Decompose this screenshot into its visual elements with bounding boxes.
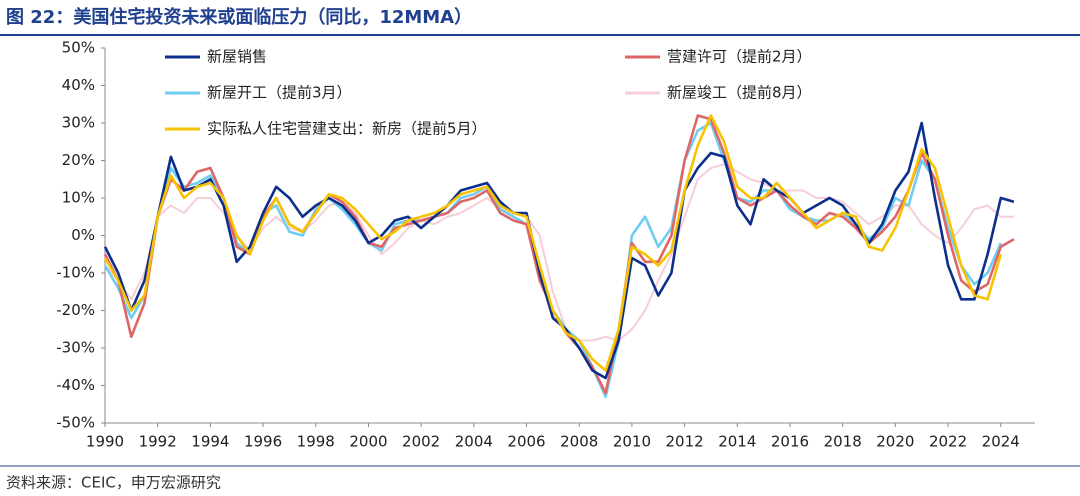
- x-tick-label: 1994: [191, 433, 229, 451]
- y-tick-label: 20%: [62, 151, 95, 169]
- y-tick-label: 10%: [62, 189, 95, 207]
- x-tick-label: 2008: [560, 433, 598, 451]
- y-tick-label: 40%: [62, 76, 95, 94]
- series-line: [103, 114, 1003, 372]
- legend-label: 新屋开工（提前3月）: [207, 84, 352, 102]
- y-tick-label: 50%: [62, 39, 95, 57]
- legend-label: 营建许可（提前2月）: [667, 48, 812, 66]
- x-tick-label: 1990: [86, 433, 124, 451]
- x-tick-label: 2024: [982, 433, 1020, 451]
- x-tick-label: 2010: [613, 433, 651, 451]
- x-tick-label: 1996: [244, 433, 282, 451]
- x-tick-label: 2018: [824, 433, 862, 451]
- y-tick-label: -40%: [56, 376, 95, 394]
- legend-label: 新屋竣工（提前8月）: [667, 84, 812, 102]
- y-tick-label: 30%: [62, 114, 95, 132]
- x-tick-label: 2004: [455, 433, 493, 451]
- x-tick-label: 1992: [139, 433, 177, 451]
- x-tick-label: 2012: [666, 433, 704, 451]
- chart-title: 图 22：美国住宅投资未来或面临压力（同比，12MMA）: [6, 6, 472, 28]
- x-tick-label: 2002: [402, 433, 440, 451]
- legend-label: 新屋销售: [207, 48, 267, 66]
- series-line: [104, 163, 1014, 342]
- y-tick-label: -10%: [56, 264, 95, 282]
- legend-label: 实际私人住宅营建支出：新房（提前5月）: [207, 120, 487, 138]
- x-tick-label: 2022: [929, 433, 967, 451]
- x-tick-label: 2000: [349, 433, 387, 451]
- y-tick-label: 0%: [71, 226, 95, 244]
- y-tick-label: -50%: [56, 414, 95, 432]
- x-tick-label: 1998: [297, 433, 335, 451]
- y-tick-label: -30%: [56, 339, 95, 357]
- source-note: 资料来源：CEIC，申万宏源研究: [6, 474, 221, 492]
- y-tick-label: -20%: [56, 301, 95, 319]
- x-tick-label: 2006: [507, 433, 545, 451]
- x-tick-label: 2014: [718, 433, 756, 451]
- x-tick-label: 2020: [876, 433, 914, 451]
- series-line: [103, 114, 1015, 395]
- x-tick-label: 2016: [771, 433, 809, 451]
